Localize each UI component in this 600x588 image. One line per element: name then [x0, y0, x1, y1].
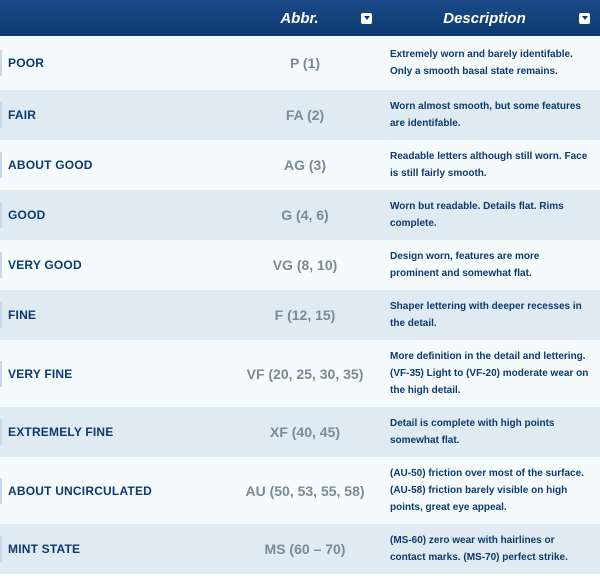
- table-row: ABOUT UNCIRCULATEDAU (50, 53, 55, 58)(AU…: [0, 457, 600, 524]
- grade-cell: MINT STATE: [0, 536, 230, 562]
- desc-cell: More definition in the detail and letter…: [380, 340, 600, 407]
- table-row: VERY FINEVF (20, 25, 30, 35)More definit…: [0, 340, 600, 407]
- header-desc-col[interactable]: Description: [380, 10, 600, 27]
- desc-cell: (AU-50) friction over most of the surfac…: [380, 457, 600, 524]
- grade-cell: EXTREMELY FINE: [0, 419, 230, 445]
- grade-cell: ABOUT UNCIRCULATED: [0, 478, 230, 504]
- table-row: GOODG (4, 6)Worn but readable. Details f…: [0, 190, 600, 240]
- header-abbr-col[interactable]: Abbr.: [230, 10, 380, 27]
- table-row: MINT STATEMS (60 – 70)(MS-60) zero wear …: [0, 524, 600, 574]
- abbr-cell: MS (60 – 70): [230, 535, 380, 563]
- desc-cell: Detail is complete with high points some…: [380, 407, 600, 457]
- desc-cell: (MS-60) zero wear with hairlines or cont…: [380, 524, 600, 574]
- desc-cell: Shaper lettering with deeper recesses in…: [380, 290, 600, 340]
- sort-icon[interactable]: [361, 13, 372, 24]
- header-desc-label: Description: [390, 10, 579, 27]
- abbr-cell: XF (40, 45): [230, 418, 380, 446]
- header-abbr-label: Abbr.: [238, 10, 361, 27]
- sort-icon[interactable]: [579, 13, 590, 24]
- abbr-cell: VF (20, 25, 30, 35): [230, 360, 380, 388]
- abbr-cell: AU (50, 53, 55, 58): [230, 477, 380, 505]
- table-row: EXTREMELY FINEXF (40, 45)Detail is compl…: [0, 407, 600, 457]
- abbr-cell: G (4, 6): [230, 201, 380, 229]
- table-row: FINEF (12, 15)Shaper lettering with deep…: [0, 290, 600, 340]
- grade-cell: GOOD: [0, 202, 230, 228]
- abbr-cell: VG (8, 10): [230, 251, 380, 279]
- grade-cell: ABOUT GOOD: [0, 152, 230, 178]
- grade-cell: FAIR: [0, 102, 230, 128]
- table-row: FAIRFA (2)Worn almost smooth, but some f…: [0, 90, 600, 140]
- table-row: POORP (1)Extremely worn and barely ident…: [0, 36, 600, 90]
- desc-cell: Worn but readable. Details flat. Rims co…: [380, 190, 600, 240]
- grade-cell: VERY FINE: [0, 361, 230, 387]
- grade-cell: POOR: [0, 50, 230, 76]
- grades-table: Abbr. Description POORP (1)Extremely wor…: [0, 0, 600, 588]
- desc-cell: Design worn, features are more prominent…: [380, 240, 600, 290]
- desc-cell: Worn almost smooth, but some features ar…: [380, 90, 600, 140]
- table-row: ABOUT GOODAG (3)Readable letters althoug…: [0, 140, 600, 190]
- abbr-cell: P (1): [230, 49, 380, 77]
- abbr-cell: FA (2): [230, 101, 380, 129]
- grade-cell: FINE: [0, 302, 230, 328]
- table-header: Abbr. Description: [0, 0, 600, 36]
- abbr-cell: AG (3): [230, 151, 380, 179]
- grade-cell: VERY GOOD: [0, 252, 230, 278]
- abbr-cell: F (12, 15): [230, 301, 380, 329]
- desc-cell: Extremely worn and barely identifable. O…: [380, 38, 600, 88]
- table-row: VERY GOODVG (8, 10)Design worn, features…: [0, 240, 600, 290]
- desc-cell: Readable letters although still worn. Fa…: [380, 140, 600, 190]
